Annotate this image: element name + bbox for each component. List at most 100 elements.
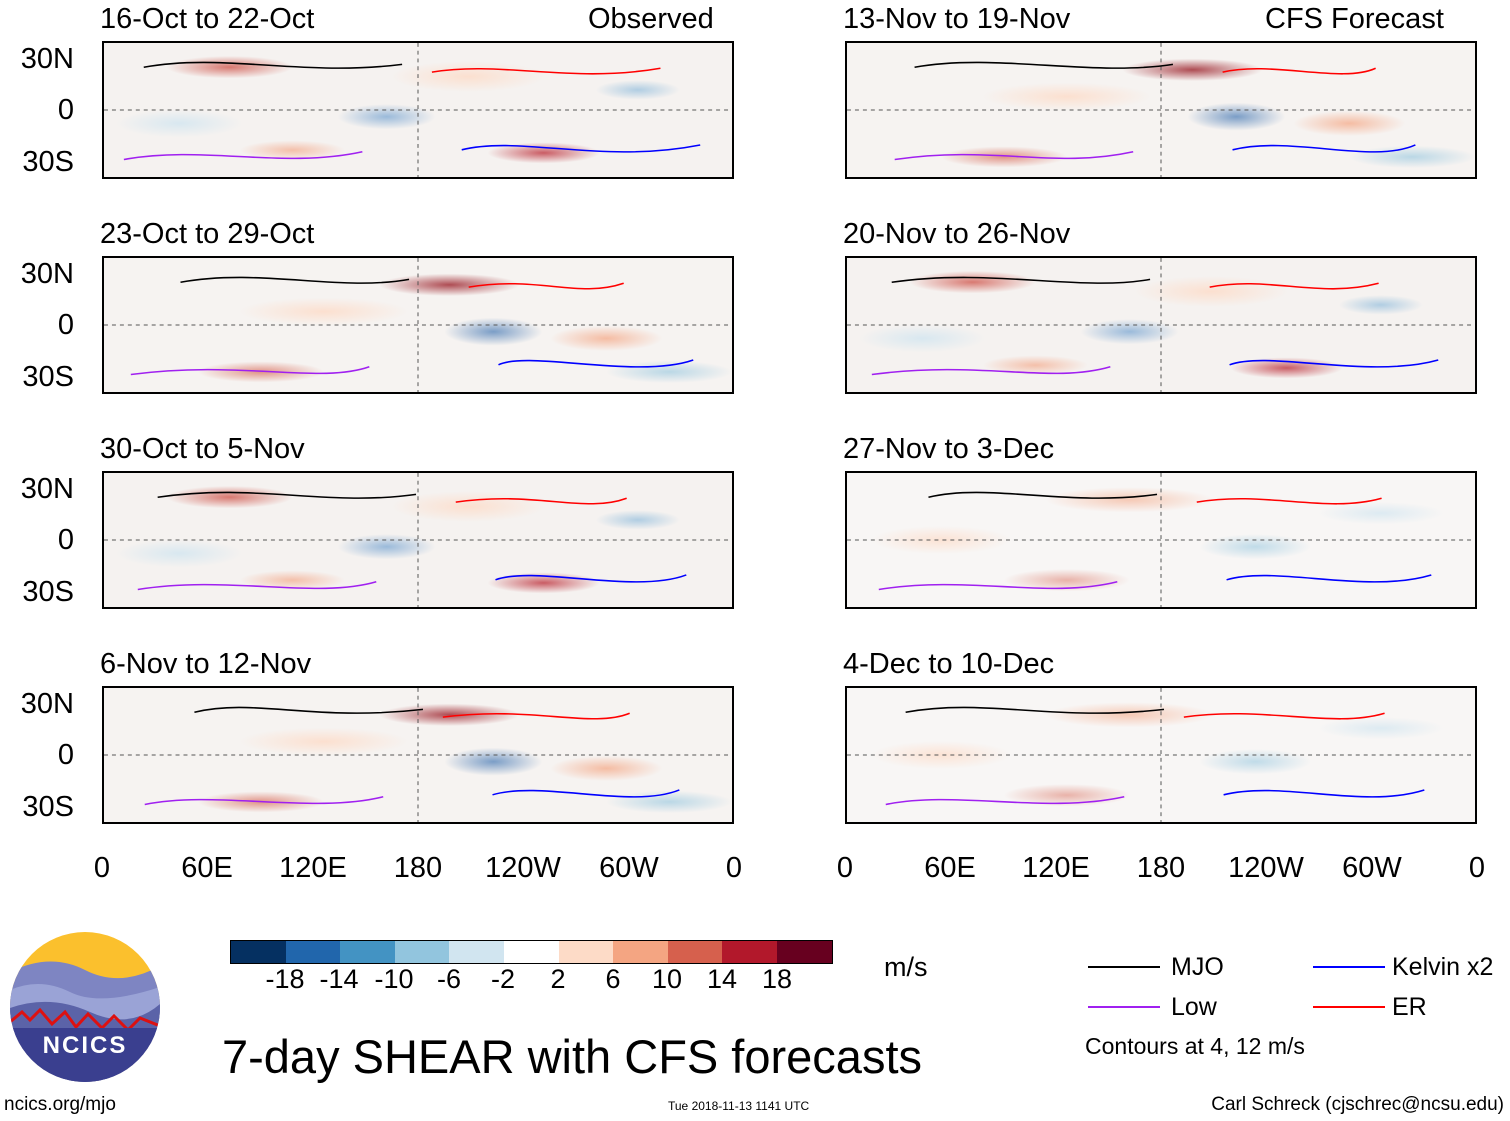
low-contour [123, 150, 363, 161]
legend-line-low [1088, 1006, 1160, 1008]
lat-label-30s: 30S [22, 576, 74, 608]
lon-tick: 0 [836, 852, 854, 884]
legend-line-er [1313, 1006, 1385, 1008]
author-credit: Carl Schreck (cjschrec@ncsu.edu) [1211, 1094, 1504, 1115]
lon-tick: 180 [1136, 852, 1186, 884]
panel-title: 13-Nov to 19-Nov [843, 3, 1071, 35]
mjo-contour [928, 491, 1158, 499]
colorbar-swatch [503, 941, 559, 963]
kelvin-contour [1229, 359, 1439, 368]
panel-title: 27-Nov to 3-Dec [843, 433, 1055, 465]
lat-label-eq: 0 [57, 309, 74, 341]
mjo-contour [891, 276, 1151, 284]
kelvin-contour [1226, 574, 1432, 583]
kelvin-contour [1232, 144, 1416, 153]
colorbar-tick: 10 [651, 964, 683, 994]
panel-title: 23-Oct to 29-Oct [100, 218, 315, 250]
shear-map [845, 41, 1477, 179]
lon-tick: 60E [181, 852, 233, 884]
colorbar-swatch [776, 941, 832, 963]
lon-tick: 0 [725, 852, 743, 884]
er-contour [431, 67, 661, 75]
contour-note: Contours at 4, 12 m/s [1085, 1033, 1305, 1059]
er-contour [1222, 67, 1376, 75]
ncics-logo: NCICS [10, 932, 160, 1082]
lon-tick: 120W [485, 852, 561, 884]
shear-map [102, 686, 734, 824]
kelvin-contour [492, 789, 680, 798]
panel-title: 16-Oct to 22-Oct [100, 3, 315, 35]
lat-label-30s: 30S [22, 361, 74, 393]
legend-line-kelvin [1313, 966, 1385, 968]
legend-line-mjo [1088, 966, 1160, 968]
source-url: ncics.org/mjo [4, 1094, 116, 1115]
colorbar-unit: m/s [884, 952, 928, 982]
low-contour [144, 796, 384, 806]
colorbar-swatch [558, 941, 614, 963]
panel-title: 30-Oct to 5-Nov [100, 433, 305, 465]
legend-label-kelvin: Kelvin x2 [1392, 953, 1494, 981]
mjo-contour [157, 491, 417, 499]
mjo-contour [905, 706, 1165, 714]
shear-map [102, 41, 734, 179]
colorbar-tick: 14 [706, 964, 738, 994]
colorbar-swatch [667, 941, 723, 963]
colorbar-swatch [394, 941, 450, 963]
colorbar-tick: -6 [436, 964, 462, 994]
legend-label-low: Low [1171, 993, 1217, 1021]
mjo-contour [180, 276, 410, 284]
lat-label-30s: 30S [22, 146, 74, 178]
lon-tick: 0 [1468, 852, 1486, 884]
colorbar-swatch [613, 941, 668, 963]
lon-tick: 120E [279, 852, 347, 884]
lat-label-30n: 30N [20, 43, 74, 75]
panel-title: 20-Nov to 26-Nov [843, 218, 1071, 250]
low-contour [130, 366, 370, 376]
lat-label-30n: 30N [20, 258, 74, 290]
low-contour [137, 581, 377, 591]
colorbar-tick: 2 [550, 964, 566, 994]
low-contour [885, 795, 1125, 806]
lat-label-30n: 30N [20, 473, 74, 505]
lat-label-eq: 0 [57, 739, 74, 771]
mjo-contour [143, 61, 403, 69]
colorbar-swatch [449, 941, 504, 963]
legend-label-er: ER [1392, 993, 1427, 1021]
legend-label-mjo: MJO [1171, 953, 1224, 981]
colorbar-tick: 6 [605, 964, 621, 994]
er-contour [455, 497, 627, 505]
er-contour [1196, 497, 1382, 505]
kelvin-contour [498, 359, 694, 368]
colorbar-swatch [231, 941, 286, 963]
colorbar [230, 940, 833, 964]
low-contour [894, 150, 1134, 161]
lon-axis-left: 0 60E 120E 180 120W 60W 0 [94, 852, 802, 884]
lat-label-30n: 30N [20, 688, 74, 720]
mjo-contour [914, 61, 1174, 69]
shear-map [102, 471, 734, 609]
lon-tick: 60W [599, 852, 659, 884]
lon-tick: 180 [393, 852, 443, 884]
lat-label-eq: 0 [57, 94, 74, 126]
lon-tick: 60W [1342, 852, 1402, 884]
shear-map [845, 686, 1477, 824]
kelvin-contour [461, 144, 701, 153]
panel-title: 6-Nov to 12-Nov [100, 648, 312, 680]
colorbar-tick: -10 [374, 964, 414, 994]
low-contour [871, 366, 1111, 376]
er-contour [442, 712, 630, 720]
colorbar-swatch [722, 941, 777, 963]
colorbar-swatch [285, 941, 341, 963]
lat-label-30s: 30S [22, 791, 74, 823]
shear-map [845, 471, 1477, 609]
lon-tick: 0 [93, 852, 111, 884]
kelvin-contour [1223, 789, 1425, 798]
er-contour [1209, 282, 1379, 290]
logo-text: NCICS [42, 1032, 128, 1059]
lon-tick: 60E [924, 852, 976, 884]
timestamp: Tue 2018-11-13 1141 UTC [668, 1099, 810, 1113]
mjo-contour [194, 706, 424, 714]
panel-source-tag: CFS Forecast [1265, 3, 1444, 35]
low-contour [878, 581, 1118, 591]
colorbar-ticks: -18 -14 -10 -6 -2 2 6 10 14 18 [230, 964, 832, 994]
